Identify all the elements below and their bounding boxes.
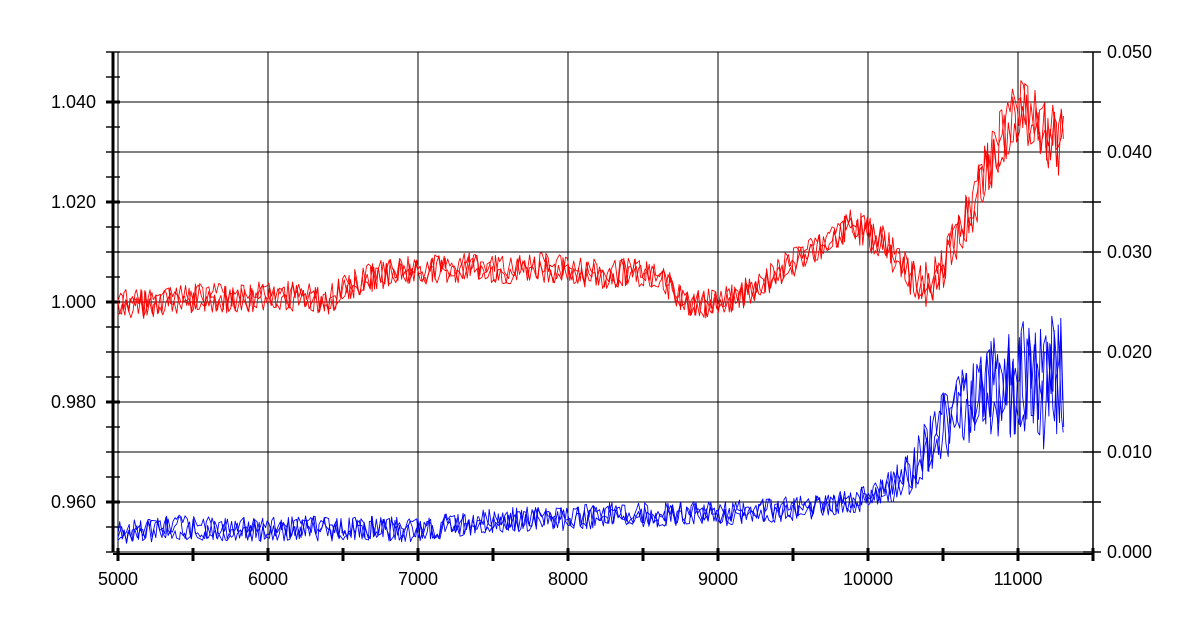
x-tick-label: 11000	[994, 569, 1043, 589]
y-right-tick-label: 0.000	[1107, 542, 1152, 562]
y-right-tick-label: 0.050	[1107, 42, 1152, 62]
y-right-tick-label: 0.030	[1107, 242, 1152, 262]
x-tick-label: 5000	[98, 569, 138, 589]
y-right-tick-label: 0.020	[1107, 342, 1152, 362]
y-left-tick-label: 1.040	[51, 92, 96, 112]
y-left-tick-label: 1.000	[51, 292, 96, 312]
y-right-tick-label: 0.010	[1107, 442, 1152, 462]
y-left-tick-label: 0.980	[51, 392, 96, 412]
x-tick-label: 6000	[248, 569, 288, 589]
x-tick-label: 8000	[548, 569, 588, 589]
red-series-line	[117, 83, 1064, 319]
red-series-line	[117, 80, 1064, 318]
y-left-tick-label: 1.020	[51, 192, 96, 212]
x-tick-label: 9000	[698, 569, 738, 589]
blue-series-line	[117, 315, 1065, 543]
red-series-line	[117, 94, 1064, 319]
x-tick-label: 10000	[843, 569, 893, 589]
y-right-tick-label: 0.040	[1107, 142, 1152, 162]
x-tick-label: 7000	[398, 569, 438, 589]
y-left-tick-label: 0.960	[51, 492, 96, 512]
